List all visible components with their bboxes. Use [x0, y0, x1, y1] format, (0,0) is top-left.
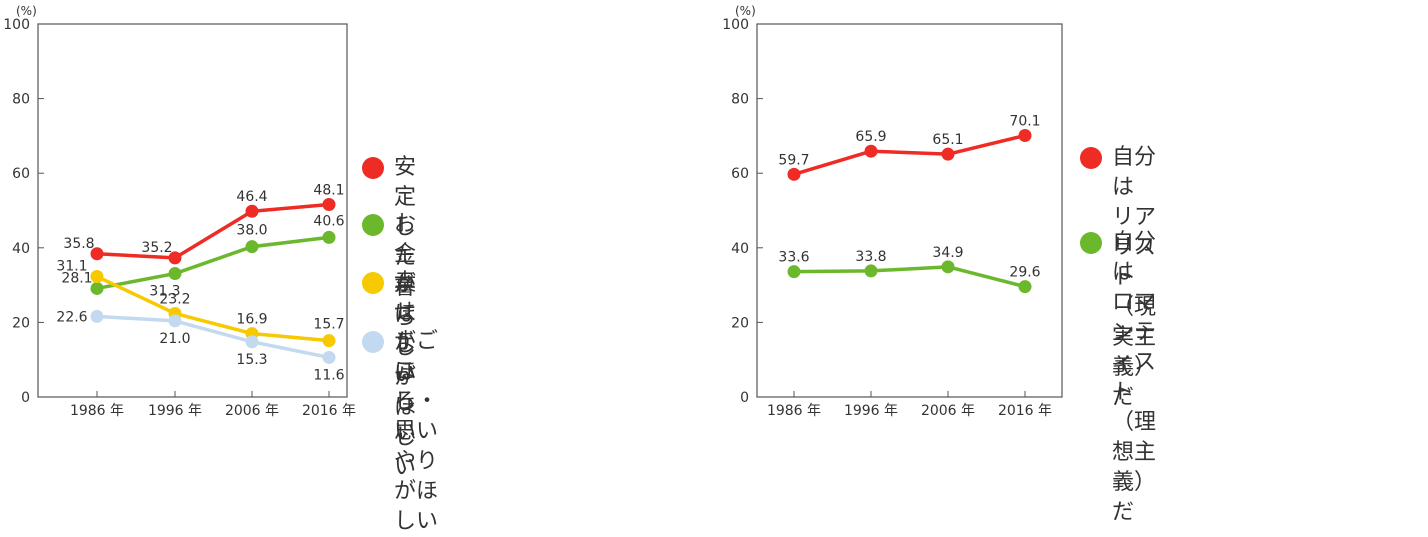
data-label-0-1: 65.9: [855, 129, 886, 145]
data-point-0-2: [941, 147, 955, 161]
y-tick-label: 100: [722, 17, 749, 33]
data-label-1-0: 33.6: [778, 250, 809, 266]
data-label-0-3: 70.1: [1009, 114, 1040, 130]
plot-frame: [756, 23, 1063, 398]
legend-item-1: 自分は ロマンティスト（理想主義）だ: [1080, 228, 1156, 528]
data-label-2-1: 23.2: [159, 291, 190, 307]
data-label-0-3: 48.1: [313, 183, 344, 199]
y-tick-label: 0: [740, 390, 749, 406]
y-tick-label: 60: [12, 166, 30, 182]
legend-marker: [362, 214, 384, 236]
series-line-1: [793, 265, 1026, 289]
legend-marker: [1080, 232, 1102, 254]
data-point-2-0: [90, 270, 104, 284]
data-point-1-2: [245, 240, 259, 254]
data-label-1-3: 29.6: [1009, 265, 1040, 281]
x-tick-label: 2016 年: [998, 403, 1052, 419]
legend-label: 自分は ロマンティスト（理想主義）だ: [1112, 230, 1157, 525]
y-tick-label: 0: [21, 390, 30, 406]
y-tick-label: 60: [731, 166, 749, 182]
legend-item-0: 自分は リアリスト（現実主義）だ: [1080, 143, 1156, 413]
data-label-1-3: 40.6: [313, 213, 344, 229]
y-tick-label: 100: [3, 17, 30, 33]
data-label-3-1: 21.0: [159, 331, 190, 347]
data-label-0-2: 65.1: [932, 132, 963, 148]
legend-item-3: まごころ・思いやりがほしい: [362, 327, 438, 537]
legend-label: 自分は リアリスト（現実主義）だ: [1112, 145, 1157, 410]
x-tick-label: 1986 年: [70, 403, 124, 419]
data-label-1-1: 31.3: [149, 284, 180, 300]
legend-marker: [362, 331, 384, 353]
legend-marker: [362, 157, 384, 179]
data-point-3-3: [322, 350, 336, 364]
data-label-0-0: 59.7: [778, 152, 809, 168]
data-label-1-2: 34.9: [932, 245, 963, 261]
y-tick-label: 20: [12, 315, 30, 331]
data-label-3-3: 11.6: [313, 367, 344, 383]
y-tick-label: 20: [731, 315, 749, 331]
data-label-2-3: 15.7: [313, 317, 344, 333]
data-label-1-1: 33.8: [855, 249, 886, 265]
data-point-3-1: [168, 314, 182, 328]
x-tick-label: 2006 年: [225, 403, 279, 419]
y-unit-label: (%): [16, 4, 37, 18]
data-label-0-1: 35.2: [141, 240, 172, 256]
y-tick-label: 40: [12, 241, 30, 257]
data-point-2-3: [322, 334, 336, 348]
data-label-3-0: 22.6: [56, 309, 87, 325]
data-label-3-2: 15.3: [236, 352, 267, 368]
data-label-0-0: 35.8: [63, 236, 94, 252]
data-point-0-0: [787, 167, 801, 181]
data-label-2-0: 31.1: [56, 259, 87, 275]
data-point-0-1: [864, 144, 878, 158]
x-tick-label: 1996 年: [148, 403, 202, 419]
series-line-0: [793, 133, 1026, 176]
x-tick-label: 2006 年: [921, 403, 975, 419]
series-line-3: [96, 314, 330, 360]
data-point-0-1: [168, 251, 182, 265]
data-label-1-2: 38.0: [236, 223, 267, 239]
y-tick-label: 80: [731, 92, 749, 108]
data-point-1-3: [322, 230, 336, 244]
series-line-1: [96, 235, 330, 291]
data-label-2-2: 16.9: [236, 312, 267, 328]
data-point-0-2: [245, 204, 259, 218]
plot-frame: [37, 23, 348, 398]
data-point-0-3: [1018, 129, 1032, 143]
data-point-1-0: [90, 281, 104, 295]
y-unit-label: (%): [735, 4, 756, 18]
data-point-1-3: [1018, 280, 1032, 294]
legend-label: お金がほしい: [394, 212, 417, 387]
data-label-0-2: 46.4: [236, 189, 267, 205]
legend-label: まごころ・思いやりがほしい: [394, 329, 439, 534]
series-line-0: [96, 202, 330, 260]
y-tick-label: 80: [12, 92, 30, 108]
data-point-3-0: [90, 309, 104, 323]
x-tick-label: 2016 年: [302, 403, 356, 419]
data-point-1-1: [864, 264, 878, 278]
x-tick-label: 1996 年: [844, 403, 898, 419]
x-tick-label: 1986 年: [767, 403, 821, 419]
data-point-0-0: [90, 247, 104, 261]
data-point-1-0: [787, 265, 801, 279]
legend-marker: [1080, 147, 1102, 169]
series-line-2: [96, 274, 330, 343]
data-label-1-0: 28.1: [61, 270, 92, 286]
data-point-1-1: [168, 267, 182, 281]
legend-item-1: お金がほしい: [362, 210, 416, 390]
y-tick-label: 40: [731, 241, 749, 257]
data-point-0-3: [322, 198, 336, 212]
data-point-1-2: [941, 260, 955, 274]
legend-marker: [362, 272, 384, 294]
data-point-3-2: [245, 335, 259, 349]
